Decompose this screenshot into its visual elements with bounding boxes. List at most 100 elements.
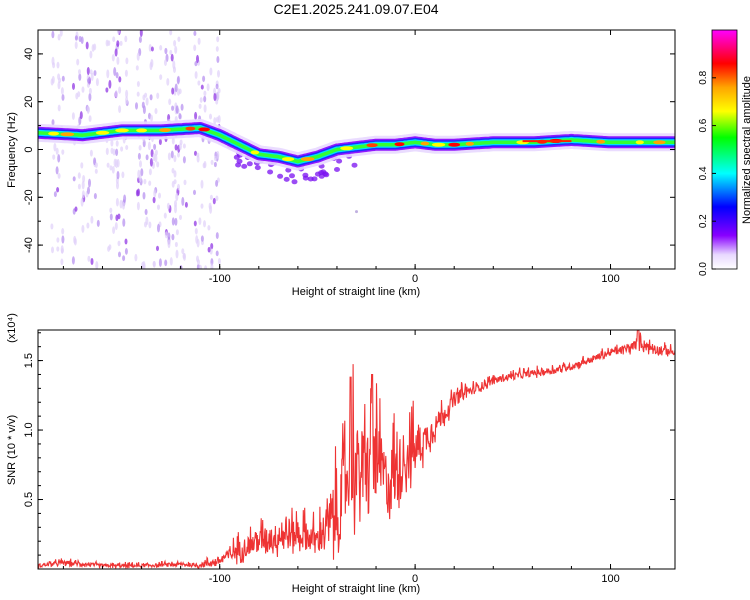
speckle	[89, 69, 93, 75]
speckle	[56, 237, 60, 243]
speckle	[166, 202, 170, 210]
halo-blob	[336, 158, 343, 164]
speckle	[124, 238, 128, 245]
speckle	[109, 207, 113, 214]
chart-title: C2E1.2025.241.09.07.E04	[273, 1, 438, 17]
hot-spot	[300, 157, 315, 162]
speckle	[61, 228, 65, 235]
speckle	[203, 104, 207, 113]
speckle	[125, 89, 129, 99]
speckle	[150, 114, 153, 122]
speckle	[81, 180, 85, 190]
colorbar-tick-label: 0.6	[698, 118, 709, 132]
speckle	[197, 37, 201, 45]
speckle	[174, 217, 178, 226]
speckle	[77, 183, 81, 190]
speckle	[180, 103, 184, 111]
speckle	[179, 214, 182, 220]
halo-blob	[246, 161, 253, 167]
speckle	[215, 179, 219, 187]
speckle	[207, 225, 211, 231]
speckle	[61, 94, 65, 101]
speckle	[169, 49, 173, 55]
speckle	[182, 156, 186, 164]
speckle	[175, 229, 179, 236]
speckle	[76, 58, 80, 66]
speckle	[164, 259, 168, 267]
heatmap-layer	[38, 30, 675, 269]
halo-blob	[285, 167, 292, 173]
speckle	[75, 92, 79, 100]
speckle	[199, 97, 203, 103]
hot-spot	[653, 140, 666, 145]
speckle	[60, 258, 64, 266]
speckle	[203, 220, 206, 228]
speckle	[136, 52, 140, 61]
speckle	[80, 162, 84, 169]
speckle	[194, 61, 198, 67]
speckle	[61, 75, 65, 82]
speckle	[152, 196, 156, 204]
speckle	[94, 168, 98, 174]
speckle	[174, 241, 178, 248]
speckle	[145, 97, 149, 106]
speckle	[115, 159, 119, 169]
speckle	[206, 83, 210, 92]
speckle	[200, 84, 204, 90]
speckle	[81, 86, 85, 93]
speckle	[113, 67, 117, 76]
speckle	[216, 36, 220, 43]
speckle	[144, 92, 148, 98]
speckle	[174, 204, 177, 214]
speckle	[88, 178, 91, 188]
speckle	[80, 197, 84, 207]
speckle	[202, 162, 206, 169]
speckle	[193, 30, 197, 36]
speckle	[71, 112, 75, 120]
speckle	[122, 218, 126, 227]
speckle	[114, 222, 118, 231]
hot-spot	[198, 127, 210, 132]
speckle	[154, 108, 158, 115]
speckle	[169, 257, 173, 266]
speckle	[194, 111, 198, 120]
speckle	[114, 90, 118, 98]
speckle	[174, 144, 178, 151]
speckle	[210, 159, 214, 165]
colorbar-tick-label: 0.0	[698, 262, 709, 276]
speckle	[183, 179, 187, 186]
hot-spot	[448, 142, 461, 147]
speckle	[89, 149, 93, 157]
speckle	[118, 251, 121, 258]
speckle	[136, 80, 140, 88]
speckle	[172, 60, 176, 70]
speckle	[181, 196, 185, 206]
speckle	[77, 172, 81, 179]
speckle	[56, 61, 60, 69]
speckle	[168, 98, 172, 106]
speckle	[121, 171, 125, 179]
speckle	[213, 161, 217, 168]
speckle	[108, 244, 112, 250]
speckle	[95, 78, 99, 87]
speckle	[111, 166, 115, 174]
speckle	[138, 145, 142, 151]
speckle	[194, 227, 198, 235]
speckle	[208, 202, 212, 210]
speckle	[144, 208, 148, 216]
speckle	[106, 69, 110, 79]
speckle	[196, 54, 199, 64]
speckle	[115, 148, 119, 157]
speckle	[116, 56, 120, 65]
speckle	[139, 30, 143, 37]
speckle	[193, 189, 196, 196]
speckle	[143, 178, 147, 185]
speckle	[123, 194, 127, 204]
speckle	[164, 47, 168, 55]
speckle	[134, 253, 138, 262]
speckle	[85, 41, 89, 50]
hot-spot	[340, 146, 354, 151]
speckle	[177, 152, 180, 158]
speckle	[125, 57, 129, 65]
